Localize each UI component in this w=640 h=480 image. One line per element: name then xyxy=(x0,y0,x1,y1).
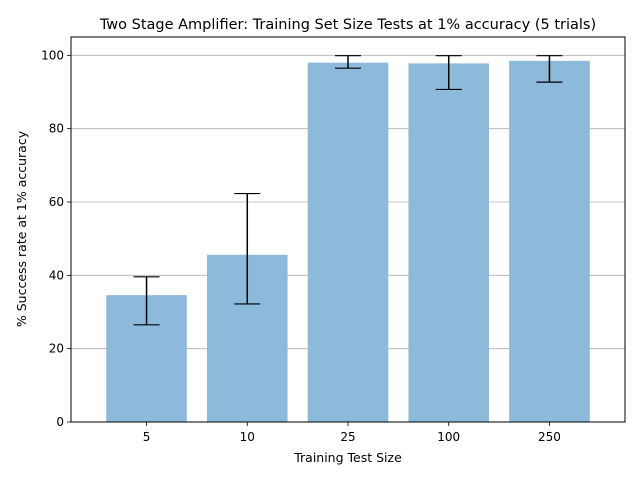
y-tick-label: 80 xyxy=(49,122,64,136)
chart-title: Two Stage Amplifier: Training Set Size T… xyxy=(99,17,596,33)
bar-series xyxy=(106,60,590,423)
bar xyxy=(408,63,490,423)
x-tick-label: 250 xyxy=(538,430,561,444)
x-tick-label: 100 xyxy=(437,430,460,444)
bar xyxy=(307,62,389,423)
x-tick-label: 5 xyxy=(143,430,151,444)
y-tick-label: 60 xyxy=(49,195,64,209)
y-tick-label: 20 xyxy=(49,342,64,356)
y-tick-label: 40 xyxy=(49,268,64,282)
y-axis-ticks: 0 20 40 60 80 100 xyxy=(41,48,71,429)
x-axis-label: Training Test Size xyxy=(293,450,402,465)
x-axis-ticks: 5 10 25 100 250 xyxy=(143,422,561,444)
y-tick-label: 100 xyxy=(41,48,64,62)
bar xyxy=(509,60,590,422)
x-tick-label: 25 xyxy=(340,430,355,444)
y-tick-label: 0 xyxy=(56,415,64,429)
error-bars xyxy=(133,55,563,326)
y-axis-label: % Success rate at 1% accuracy xyxy=(14,130,29,327)
x-tick-label: 10 xyxy=(240,430,255,444)
